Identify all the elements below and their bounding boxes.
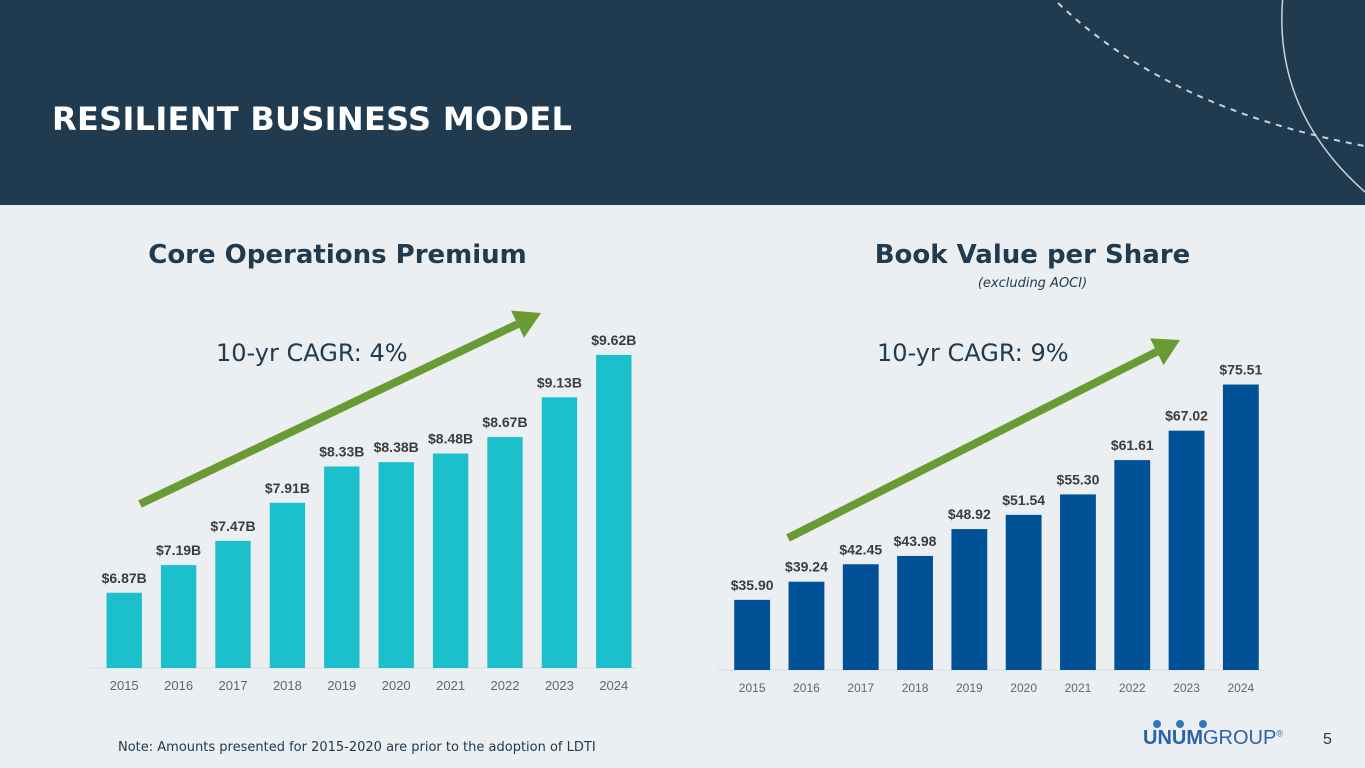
unum-group-logo: UNUMGROUP® (1143, 718, 1293, 749)
tick-label-2015: 2015 (739, 681, 766, 695)
bar-2024 (1222, 384, 1259, 670)
bar-2023 (1168, 430, 1205, 670)
cagr-label-premium: 10-yr CAGR: 4% (216, 339, 408, 367)
bar-2020 (378, 462, 414, 668)
tick-label-2018: 2018 (902, 681, 929, 695)
page-title: RESILIENT BUSINESS MODEL (52, 100, 573, 138)
tick-label-2021: 2021 (436, 678, 465, 693)
tick-label-2015: 2015 (110, 678, 139, 693)
data-label-2015: $35.90 (731, 577, 774, 593)
trend-arrow-head (511, 310, 541, 338)
data-label-2019: $8.33B (319, 443, 364, 459)
data-label-2019: $48.92 (948, 506, 991, 522)
tick-label-2017: 2017 (219, 678, 248, 693)
tick-label-2020: 2020 (1010, 681, 1037, 695)
bar-2016 (160, 565, 197, 668)
data-label-2024: $75.51 (1219, 362, 1262, 378)
logo-dots-icon (1143, 718, 1213, 728)
bar-2021 (1060, 494, 1096, 670)
bar-2017 (842, 564, 879, 670)
tick-label-2016: 2016 (164, 678, 193, 693)
chart-subtitle-book-value: (excluding AOCI) (977, 276, 1088, 291)
data-label-2016: $39.24 (785, 559, 828, 575)
data-label-2024: $9.62B (591, 332, 636, 348)
data-label-2018: $7.91B (265, 480, 310, 496)
bar-2017 (215, 540, 251, 668)
tick-label-2022: 2022 (491, 678, 520, 693)
data-label-2021: $55.30 (1057, 471, 1100, 487)
cagr-label-book-value: 10-yr CAGR: 9% (877, 339, 1069, 367)
bar-2018 (269, 502, 306, 668)
tick-label-2019: 2019 (327, 678, 356, 693)
page-number: 5 (1323, 731, 1332, 748)
tick-label-2017: 2017 (847, 681, 874, 695)
data-label-2022: $8.67B (482, 414, 527, 430)
tick-label-2016: 2016 (793, 681, 820, 695)
trend-arrow-line (138, 320, 520, 508)
tick-label-2020: 2020 (382, 678, 411, 693)
footnote: Note: Amounts presented for 2015-2020 ar… (118, 740, 596, 755)
data-label-2022: $61.61 (1111, 437, 1154, 453)
tick-label-2023: 2023 (545, 678, 574, 693)
chart-title-premium: Core Operations Premium (148, 240, 527, 270)
bar-2015 (734, 599, 771, 670)
header-banner: RESILIENT BUSINESS MODEL (0, 0, 1365, 205)
data-label-2023: $67.02 (1165, 408, 1208, 424)
data-label-2021: $8.48B (428, 431, 473, 447)
bar-2024 (596, 354, 632, 668)
tick-label-2024: 2024 (599, 678, 628, 693)
bar-2019 (951, 529, 988, 670)
decorative-arcs (1057, 0, 1365, 193)
bar-2019 (324, 466, 360, 668)
bar-2020 (1005, 514, 1042, 670)
data-label-2020: $51.54 (1002, 492, 1045, 508)
trend-arrow-line (786, 348, 1159, 542)
data-label-2017: $42.45 (839, 541, 882, 557)
bar-2022 (1114, 460, 1151, 670)
logo-wordmark: UNUMGROUP® (1143, 727, 1283, 749)
data-label-2020: $8.38B (374, 439, 419, 455)
tick-label-2024: 2024 (1227, 681, 1254, 695)
bar-2015 (106, 592, 142, 668)
data-label-2023: $9.13B (537, 374, 582, 390)
data-label-2016: $7.19B (156, 542, 201, 558)
tick-label-2021: 2021 (1065, 681, 1092, 695)
tick-label-2023: 2023 (1173, 681, 1200, 695)
data-label-2018: $43.98 (894, 533, 937, 549)
tick-label-2019: 2019 (956, 681, 983, 695)
data-label-2015: $6.87B (102, 570, 147, 586)
chart-title-book-value: Book Value per Share (874, 240, 1191, 270)
tick-label-2018: 2018 (273, 678, 302, 693)
data-label-2017: $7.47B (210, 518, 255, 534)
bar-2022 (487, 437, 523, 668)
bar-2021 (432, 453, 469, 668)
bar-2023 (541, 397, 578, 668)
bar-2016 (788, 581, 825, 670)
trend-arrow-head (1150, 338, 1180, 366)
tick-label-2022: 2022 (1119, 681, 1146, 695)
bar-2018 (897, 555, 933, 670)
